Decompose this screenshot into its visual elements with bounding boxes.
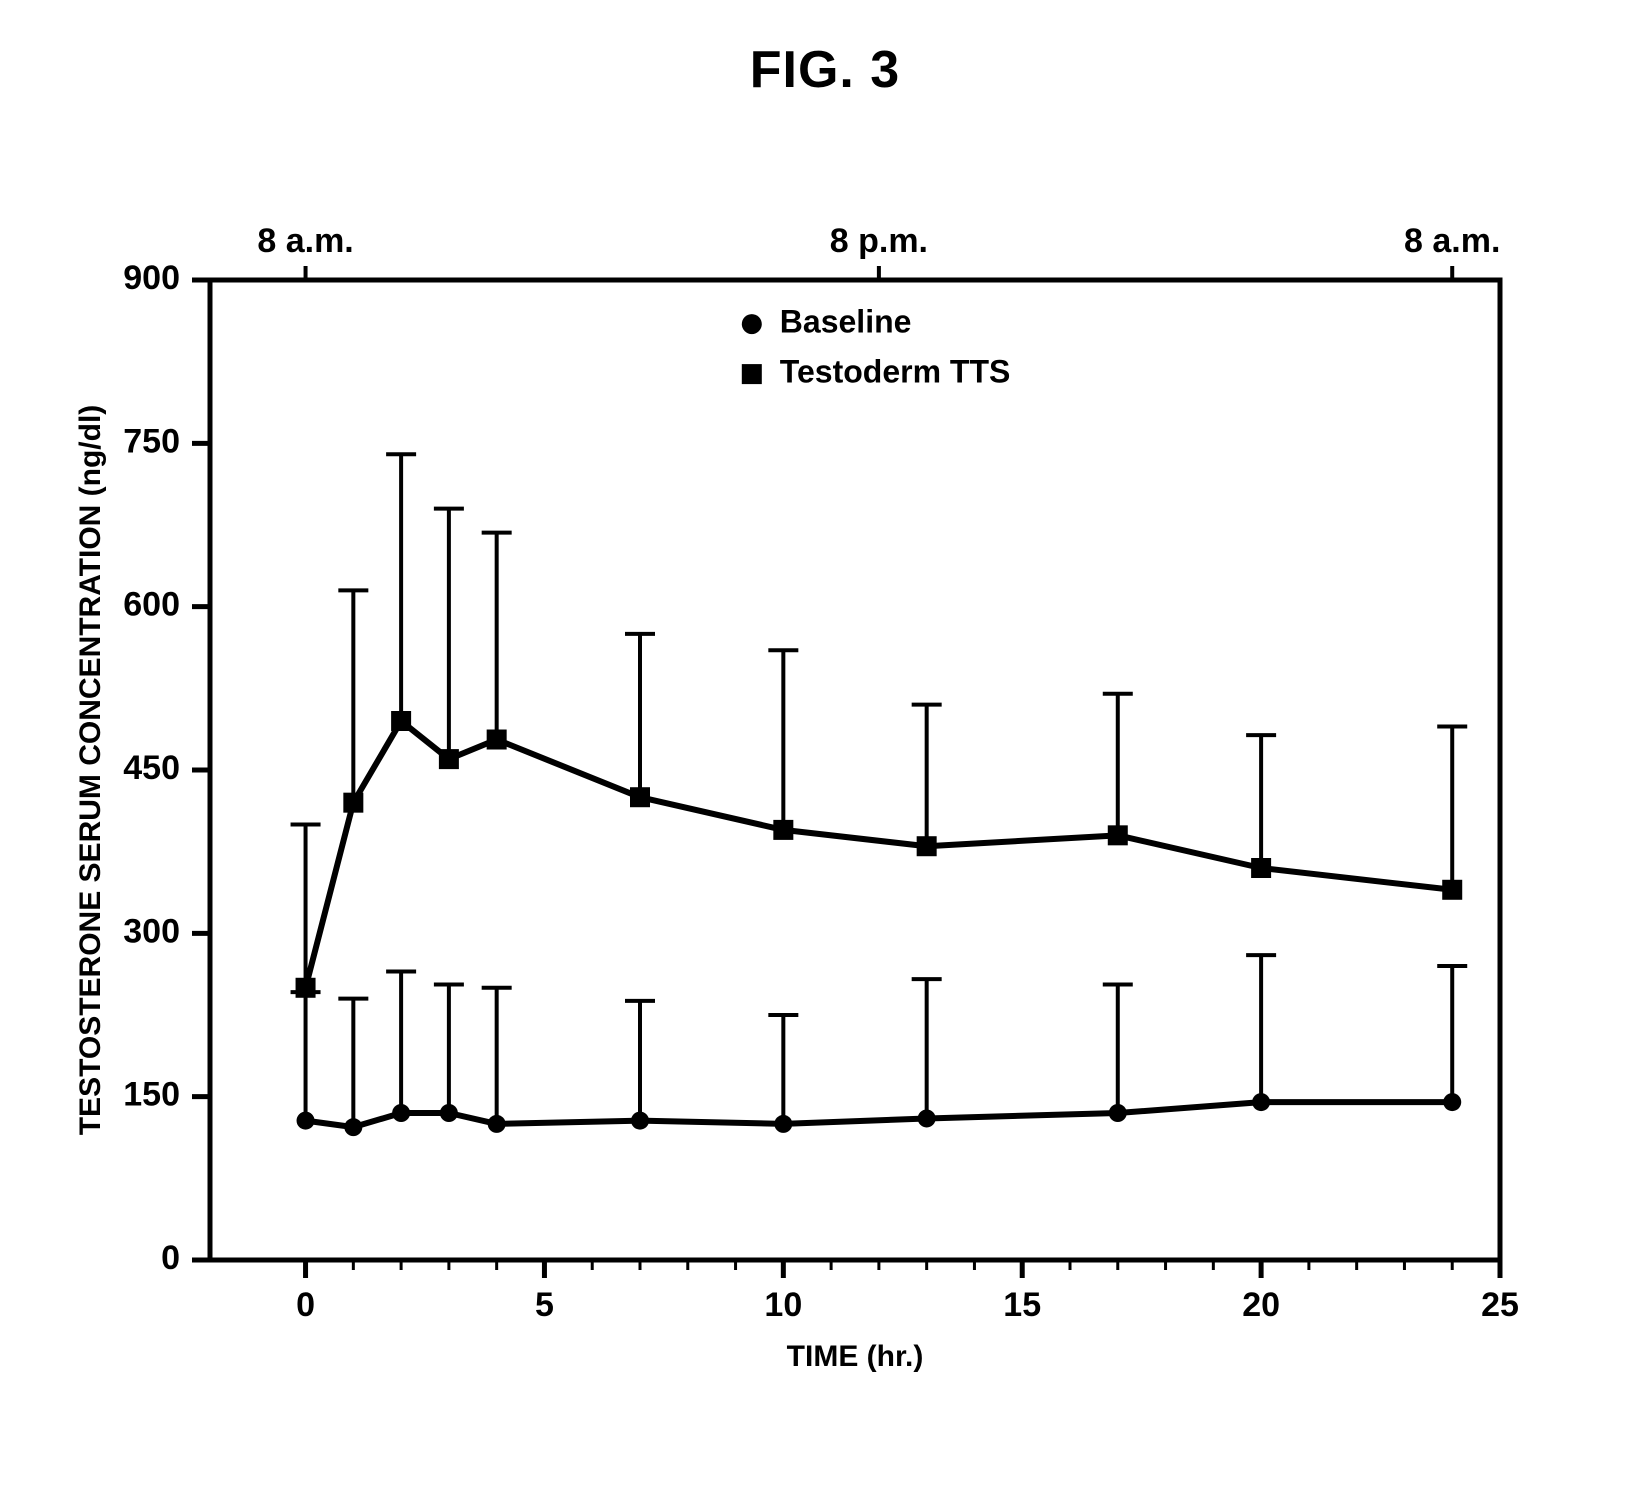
y-tick-label: 600 [123, 586, 180, 624]
series-marker-circle [488, 1115, 506, 1133]
series-marker-circle [918, 1109, 936, 1127]
series-marker-circle [631, 1112, 649, 1130]
legend-marker [742, 314, 762, 334]
y-tick-label: 450 [123, 749, 180, 787]
y-tick-label: 150 [123, 1076, 180, 1114]
series-marker-circle [440, 1104, 458, 1122]
x-axis-label: TIME (hr.) [787, 1340, 924, 1373]
series-marker-square [1108, 825, 1128, 845]
legend-marker [742, 364, 762, 384]
y-tick-label: 750 [123, 422, 180, 460]
series-line [306, 721, 1453, 988]
series-marker-circle [392, 1104, 410, 1122]
figure-title: FIG. 3 [750, 40, 900, 100]
x-tick-label: 5 [535, 1286, 554, 1324]
series-marker-square [439, 749, 459, 769]
y-tick-label: 900 [123, 259, 180, 297]
series-marker-circle [1252, 1093, 1270, 1111]
series-marker-circle [774, 1115, 792, 1133]
y-axis-label: TESTOSTERONE SERUM CONCENTRATION (ng/dl) [74, 405, 107, 1136]
series-marker-square [773, 820, 793, 840]
x-tick-label: 10 [764, 1286, 802, 1324]
x-tick-label: 0 [296, 1286, 315, 1324]
legend-label: Baseline [780, 304, 912, 340]
series-marker-circle [1109, 1104, 1127, 1122]
series-marker-square [1251, 858, 1271, 878]
series-line [306, 1102, 1453, 1127]
series-marker-circle [344, 1118, 362, 1136]
series-marker-circle [297, 1112, 315, 1130]
chart-svg: 0 150 300 450 600 750 900 0 5 10 15 20 25 TIME (hr.) T… [60, 190, 1560, 1400]
series-marker-square [917, 836, 937, 856]
legend-label: Testoderm TTS [780, 354, 1011, 390]
top-annotation-label: 8 a.m. [1404, 222, 1500, 260]
series-marker-circle [1443, 1093, 1461, 1111]
page: FIG. 3 0 150 300 450 600 750 900 0 5 10 15 20 25 TIME… [0, 0, 1650, 1491]
x-tick-label: 20 [1242, 1286, 1280, 1324]
x-tick-label: 15 [1003, 1286, 1041, 1324]
series-marker-square [487, 730, 507, 750]
y-tick-label: 0 [161, 1239, 180, 1277]
series-marker-square [1442, 880, 1462, 900]
series-marker-square [296, 978, 316, 998]
top-annotation-label: 8 p.m. [830, 222, 928, 260]
chart-container: 0 150 300 450 600 750 900 0 5 10 15 20 25 TIME (hr.) T… [60, 190, 1560, 1400]
series-marker-square [343, 793, 363, 813]
x-tick-label: 25 [1481, 1286, 1519, 1324]
top-annotation-label: 8 a.m. [257, 222, 353, 260]
series-marker-square [630, 787, 650, 807]
series-marker-square [391, 711, 411, 731]
y-tick-label: 300 [123, 912, 180, 950]
